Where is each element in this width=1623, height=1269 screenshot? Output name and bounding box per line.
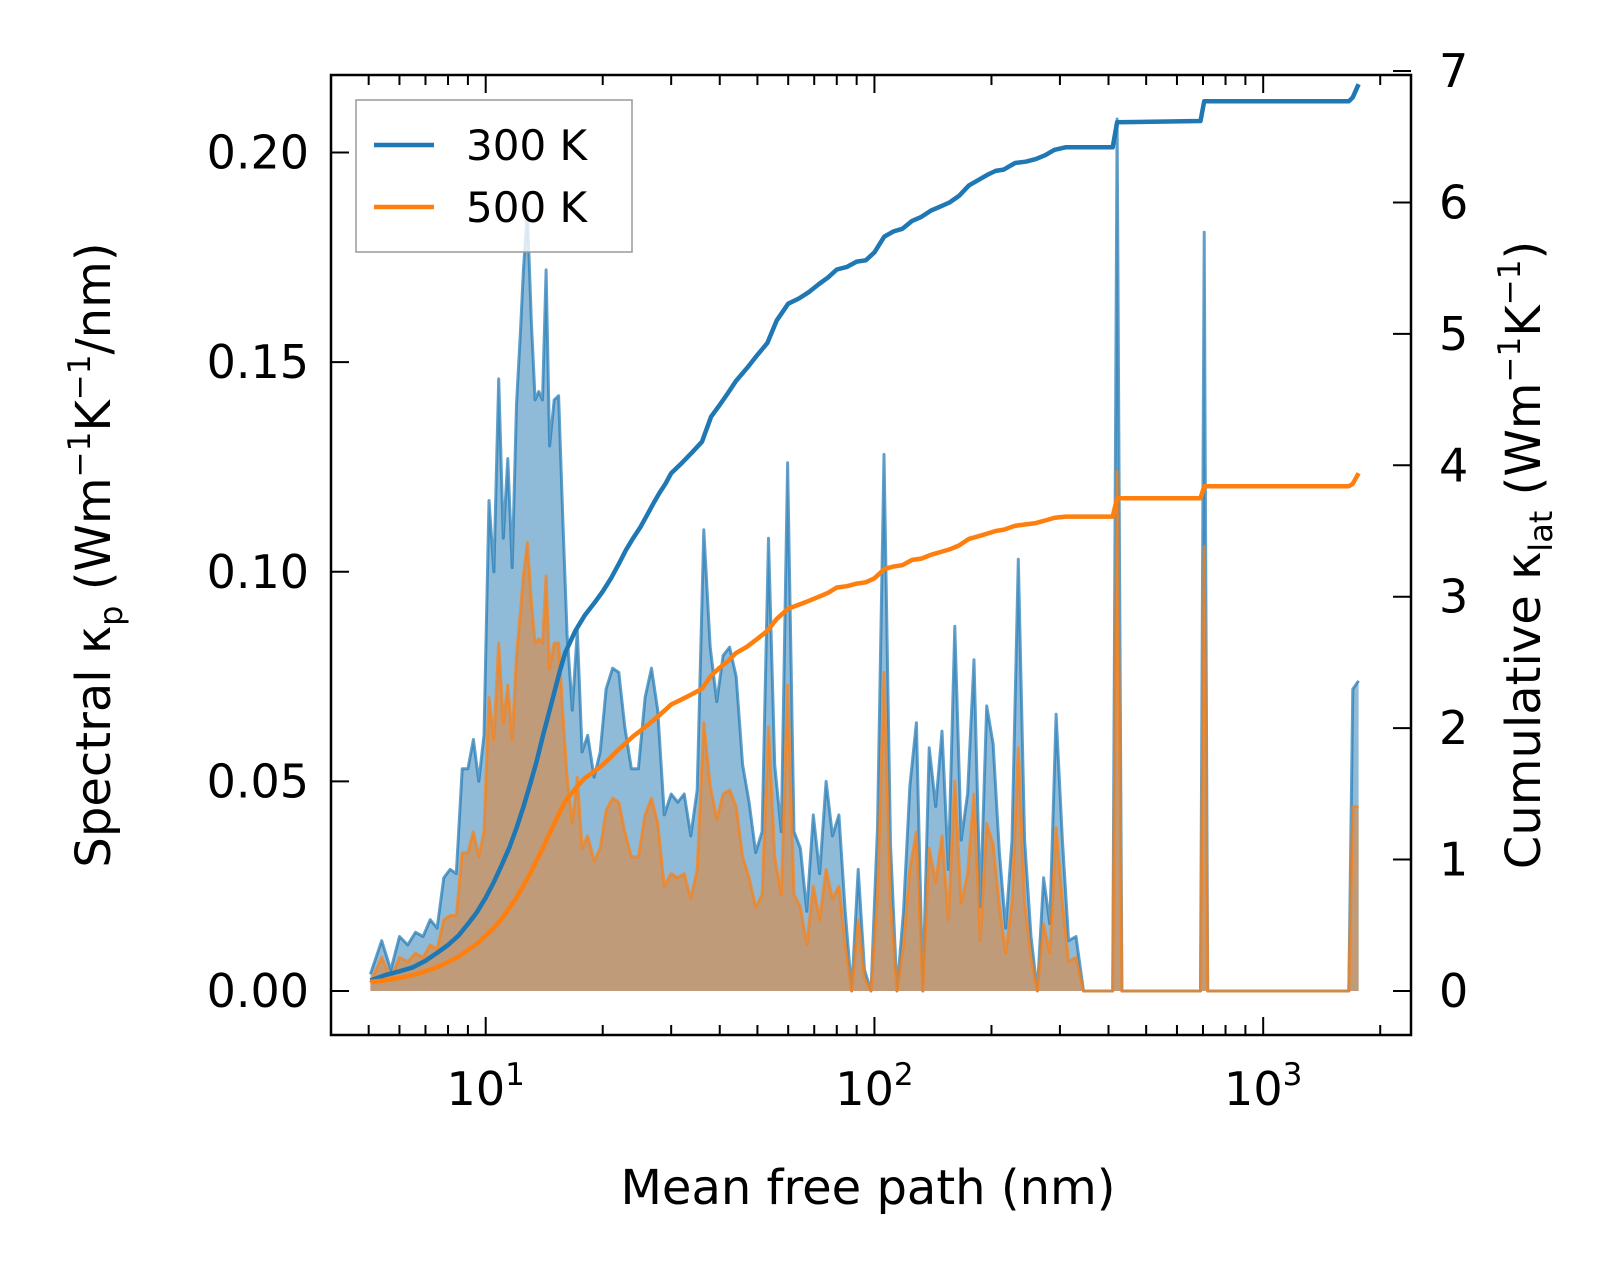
x-tick-label: 103 — [1224, 1057, 1302, 1116]
spectral-area-300k — [370, 119, 1359, 991]
y-right-tick-label: 6 — [1439, 175, 1468, 229]
plot-frame — [329, 73, 1413, 1037]
x-axis-label: Mean free path (nm) — [621, 1160, 1116, 1216]
legend-label-300k: 300 K — [466, 121, 589, 170]
y-left-tick-label: 0.15 — [207, 335, 309, 389]
x-tick-label: 101 — [447, 1057, 525, 1116]
y-right-tick-label: 0 — [1439, 964, 1468, 1018]
tick-layer: 101 102 103 0.00 0.05 0.10 0.15 0.20 0 1 2 3 4 5 6 7 — [207, 44, 1469, 1116]
legend: 300 K 500 K — [355, 99, 633, 253]
y-right-tick-label: 5 — [1439, 307, 1468, 361]
y-right-tick-label: 1 — [1439, 833, 1468, 887]
y-right-tick-label: 2 — [1439, 701, 1468, 755]
y-left-tick-label: 0.05 — [207, 754, 309, 808]
spectral-line-500k — [369, 469, 1359, 993]
legend-box — [355, 99, 633, 253]
y-right-tick-label: 4 — [1439, 438, 1468, 492]
y-left-tick-label: 0.00 — [207, 964, 309, 1018]
y-axis-right-label: Cumulative κlat (Wm−1K−1) — [1492, 241, 1560, 869]
cumulative-line-300k — [369, 83, 1361, 983]
y-axis-left-label: Spectral κp (Wm−1K−1/nm) — [62, 242, 130, 867]
spectral-area-500k — [370, 471, 1359, 991]
y-left-tick-label: 0.10 — [207, 545, 309, 599]
spectral-line-300k — [368, 117, 1360, 993]
y-right-tick-label: 3 — [1439, 570, 1468, 624]
y-right-tick-label: 7 — [1439, 44, 1468, 98]
cumulative-line-500k — [370, 472, 1361, 985]
y-left-tick-label: 0.20 — [207, 126, 309, 180]
x-tick-label: 102 — [835, 1057, 913, 1116]
series-layer — [368, 83, 1361, 993]
legend-label-500k: 500 K — [466, 183, 589, 232]
